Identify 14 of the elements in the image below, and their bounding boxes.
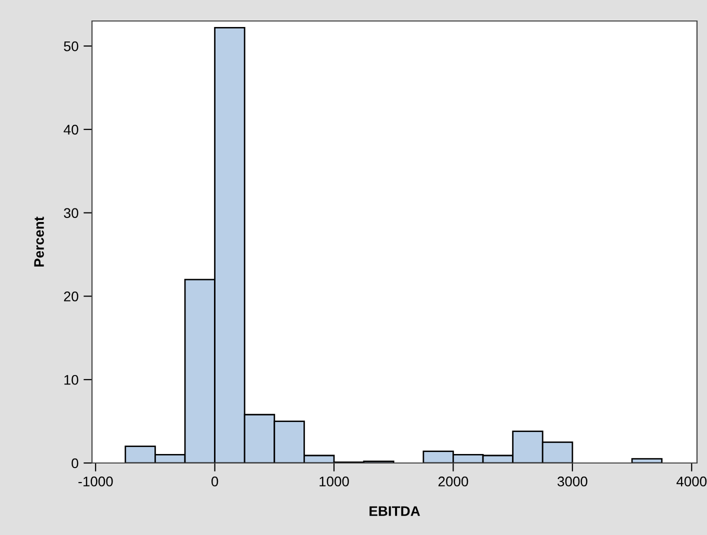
x-tick-label: 2000 <box>438 476 468 486</box>
x-tick-label: 1000 <box>320 476 349 486</box>
x-tick-label: 0 <box>211 476 218 486</box>
x-tick-label: 4000 <box>676 476 707 486</box>
y-axis-title: Percent <box>34 216 44 267</box>
x-tick-label: -1000 <box>78 476 113 486</box>
y-tick-label: 20 <box>64 292 78 302</box>
y-tick-label: 0 <box>72 458 78 468</box>
y-tick-label: 50 <box>64 41 78 52</box>
x-tick-label: 3000 <box>558 476 588 486</box>
x-axis-title: EBITDA <box>370 506 420 516</box>
y-tick-label: 40 <box>64 124 78 135</box>
y-tick-label: 10 <box>64 374 78 385</box>
y-tick-label: 30 <box>64 208 78 218</box>
